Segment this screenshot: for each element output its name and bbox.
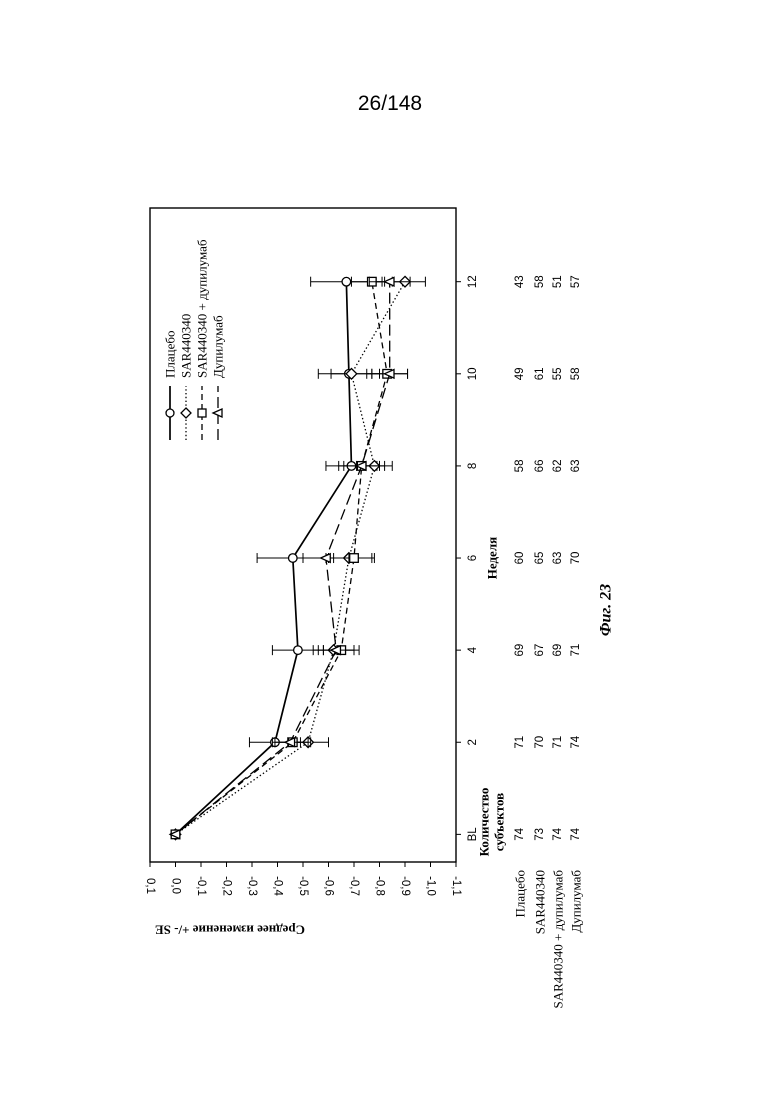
y-tick-label: -1,0 bbox=[425, 876, 437, 896]
legend-item: Плацебо bbox=[163, 331, 178, 441]
subjects-count: 58 bbox=[514, 460, 526, 473]
x-tick-label: 6 bbox=[467, 555, 479, 561]
legend-item: SAR440340 bbox=[179, 314, 194, 440]
legend-label: SAR440340 bbox=[179, 314, 194, 378]
legend-label: Дупилумаб bbox=[211, 315, 226, 378]
y-tick-label: -0,9 bbox=[399, 876, 411, 896]
subjects-count: 51 bbox=[552, 275, 564, 288]
subjects-table: Количествосубъектов Плацебо 74 71 69 60 58 49 43… bbox=[477, 275, 584, 1008]
subjects-count: 57 bbox=[570, 275, 582, 288]
subjects-count: 60 bbox=[514, 552, 526, 565]
subjects-count: 70 bbox=[570, 552, 582, 565]
y-tick-label: -0,8 bbox=[374, 876, 386, 896]
subjects-row: SAR440340 73 70 67 65 66 61 58 bbox=[533, 275, 548, 934]
subjects-header: Количество bbox=[477, 788, 492, 857]
subjects-count: 73 bbox=[534, 828, 546, 841]
subjects-count: 74 bbox=[552, 827, 564, 840]
circle-marker bbox=[166, 409, 174, 417]
subjects-count: 74 bbox=[570, 827, 582, 840]
subjects-count: 69 bbox=[552, 644, 564, 657]
x-axis-title: Неделя bbox=[485, 537, 500, 579]
y-tick-label: 0,0 bbox=[170, 878, 182, 894]
diamond-marker bbox=[181, 408, 191, 418]
subjects-count: 71 bbox=[552, 736, 564, 749]
y-tick-label: -0,7 bbox=[348, 876, 360, 896]
subjects-count: 63 bbox=[552, 552, 564, 565]
y-tick-label: -0,5 bbox=[297, 876, 309, 896]
x-tick-label: 10 bbox=[467, 367, 479, 380]
y-tick-label: 0,1 bbox=[144, 878, 156, 894]
subjects-count: 74 bbox=[514, 827, 526, 840]
subjects-count: 63 bbox=[570, 460, 582, 473]
circle-marker bbox=[342, 277, 351, 286]
legend: ПлацебоSAR440340SAR440340 + дупилумабДуп… bbox=[163, 239, 226, 440]
subjects-row: SAR440340 + дупилумаб 74 71 69 63 62 55 51 bbox=[551, 275, 566, 1008]
x-tick-label: 8 bbox=[467, 463, 479, 469]
subjects-count: 61 bbox=[534, 367, 546, 380]
legend-label: Плацебо bbox=[163, 331, 178, 379]
y-tick-label: -1,1 bbox=[450, 876, 462, 896]
subjects-count: 66 bbox=[534, 460, 546, 473]
subjects-count: 74 bbox=[570, 735, 582, 748]
legend-label: SAR440340 + дупилумаб bbox=[195, 239, 210, 378]
legend-item: SAR440340 + дупилумаб bbox=[195, 239, 210, 440]
subjects-count: 70 bbox=[534, 736, 546, 749]
subjects-count: 71 bbox=[514, 736, 526, 749]
subjects-count: 49 bbox=[514, 367, 526, 380]
subjects-count: 62 bbox=[552, 460, 564, 473]
x-tick-label: 2 bbox=[467, 739, 479, 745]
legend-item: Дупилумаб bbox=[211, 315, 226, 440]
subjects-count: 67 bbox=[534, 644, 546, 657]
y-tick-label: -0,2 bbox=[221, 876, 233, 896]
circle-marker bbox=[289, 554, 298, 563]
subjects-row: Дупилумаб 74 74 71 70 63 58 57 bbox=[569, 275, 584, 932]
y-tick-label: -0,1 bbox=[195, 876, 207, 896]
square-marker bbox=[198, 409, 206, 417]
subjects-count: 58 bbox=[534, 275, 546, 288]
circle-marker bbox=[294, 646, 303, 655]
subjects-count: 69 bbox=[514, 644, 526, 657]
y-tick-label: -0,6 bbox=[323, 876, 335, 896]
subjects-row-label: Плацебо bbox=[513, 870, 528, 918]
x-tick-label: 12 bbox=[467, 275, 479, 288]
subjects-row-label: Дупилумаб bbox=[569, 870, 584, 933]
subjects-row: Плацебо 74 71 69 60 58 49 43 bbox=[513, 275, 528, 917]
y-tick-label: -0,4 bbox=[272, 876, 284, 896]
subjects-header: субъектов bbox=[492, 793, 507, 851]
y-axis-title: Среднее изменение +/- SE bbox=[155, 923, 305, 938]
subjects-count: 55 bbox=[552, 367, 564, 380]
figure-caption: Фиг. 23 bbox=[598, 584, 615, 636]
subjects-count: 71 bbox=[570, 644, 582, 657]
square-marker bbox=[350, 554, 359, 563]
x-tick-label: 4 bbox=[467, 646, 479, 653]
subjects-count: 58 bbox=[570, 367, 582, 380]
subjects-count: 65 bbox=[534, 552, 546, 565]
subjects-count: 43 bbox=[514, 275, 526, 288]
y-tick-label: -0,3 bbox=[246, 876, 258, 896]
subjects-row-label: SAR440340 + дупилумаб bbox=[551, 870, 566, 1009]
subjects-row-label: SAR440340 bbox=[533, 870, 548, 934]
